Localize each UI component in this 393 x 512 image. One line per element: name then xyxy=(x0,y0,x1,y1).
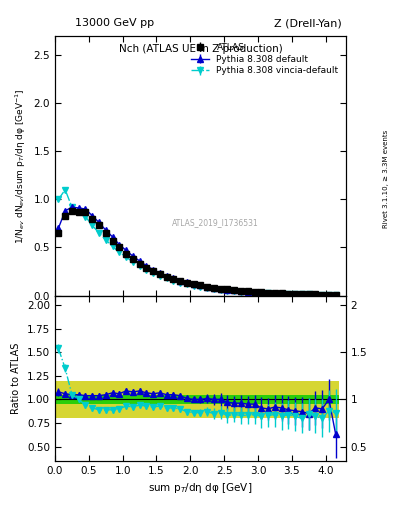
Text: Rivet 3.1.10, ≥ 3.3M events: Rivet 3.1.10, ≥ 3.3M events xyxy=(383,130,389,228)
Y-axis label: 1/N$_{ev}$ dN$_{ev}$/dsum p$_T$/dη dφ [GeV$^{-1}$]: 1/N$_{ev}$ dN$_{ev}$/dsum p$_T$/dη dφ [G… xyxy=(14,88,28,244)
Y-axis label: Ratio to ATLAS: Ratio to ATLAS xyxy=(11,343,21,414)
Text: 13000 GeV pp: 13000 GeV pp xyxy=(75,18,154,28)
Text: Z (Drell-Yan): Z (Drell-Yan) xyxy=(274,18,342,28)
Text: ATLAS_2019_I1736531: ATLAS_2019_I1736531 xyxy=(172,218,258,227)
Text: Nch (ATLAS UE in Z production): Nch (ATLAS UE in Z production) xyxy=(119,44,282,54)
X-axis label: sum p$_T$/dη dφ [GeV]: sum p$_T$/dη dφ [GeV] xyxy=(148,481,253,495)
Legend: ATLAS, Pythia 8.308 default, Pythia 8.308 vincia-default: ATLAS, Pythia 8.308 default, Pythia 8.30… xyxy=(189,40,342,78)
